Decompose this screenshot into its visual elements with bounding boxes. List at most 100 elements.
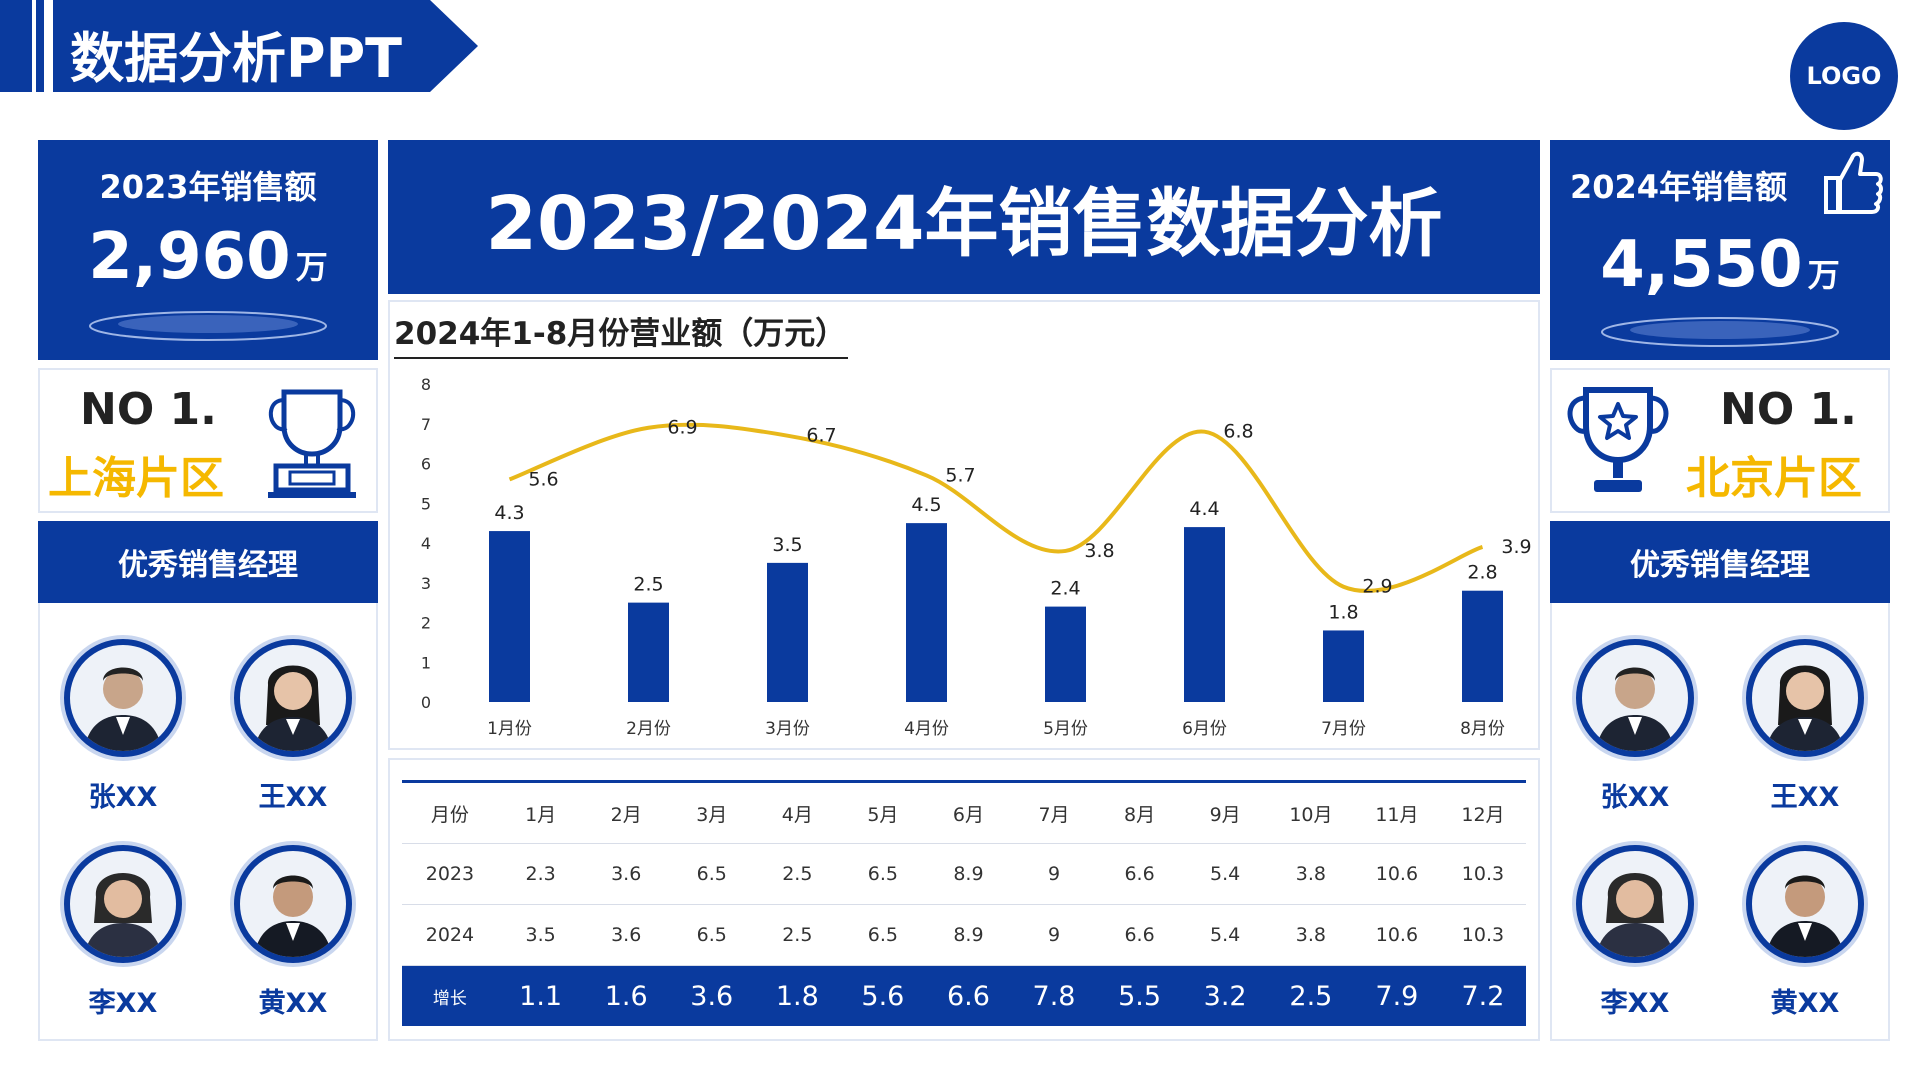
x-tick-label: 1月份 <box>487 719 532 739</box>
left-sales-unit: 万 <box>295 248 328 286</box>
main-title: 2023/2024年销售数据分析 <box>485 180 1443 267</box>
person-icon <box>1766 875 1844 957</box>
bar <box>489 531 530 702</box>
right-managers-card: 张XX 王XX 李XX 黄XX <box>1550 603 1890 1041</box>
table-cell: 2024 <box>402 904 498 966</box>
line-data-label: 3.9 <box>1501 536 1531 558</box>
logo-text: LOGO <box>1806 62 1882 90</box>
right-podium-icon <box>1601 317 1839 347</box>
header-banner-shape <box>0 0 478 92</box>
avatar[interactable] <box>1576 845 1694 963</box>
avatar[interactable] <box>234 845 352 963</box>
table-cell: 12月 <box>1439 783 1526 844</box>
manager-name: 黄XX <box>1770 988 1840 1019</box>
avatar[interactable] <box>64 639 182 757</box>
right-sales-card: 2024年销售额 4,550 万 <box>1550 140 1890 360</box>
right-rank-card: NO 1. 北京片区 <box>1550 368 1890 513</box>
table-cell: 1.8 <box>754 965 841 1026</box>
bar-data-label: 4.4 <box>1189 498 1219 520</box>
series-line <box>508 422 1484 593</box>
table-cell: 6.5 <box>840 904 926 966</box>
table-cell: 1.1 <box>497 965 584 1026</box>
left-rank: NO 1. <box>80 384 217 435</box>
right-region: 北京片区 <box>1686 453 1862 504</box>
table-cell: 3.5 <box>497 904 584 966</box>
table-cell: 8.9 <box>925 904 1012 966</box>
right-sales-value-wrap: 4,550 万 <box>1550 228 1890 302</box>
left-managers-title: 优秀销售经理 <box>118 548 298 583</box>
table-cell: 10.3 <box>1439 843 1526 905</box>
avatar[interactable] <box>1576 639 1694 757</box>
avatar[interactable] <box>1746 845 1864 963</box>
left-podium-icon <box>89 311 327 341</box>
header-title: 数据分析PPT <box>70 27 402 90</box>
table-cell: 3.8 <box>1267 904 1354 966</box>
table-row: 2023 2.3 3.6 6.5 2.5 6.5 8.9 9 6.6 5.4 3.8 10.6 10.3 <box>402 843 1526 905</box>
trophy-icon <box>268 389 356 498</box>
data-table-card: 月份 1月 2月 3月 4月 5月 6月 7月 8月 9月 10月 11月 12月 2023 2.3 3.6 6… <box>388 758 1540 1041</box>
bar <box>906 523 947 702</box>
y-tick-label: 3 <box>421 574 431 593</box>
left-sales-value-wrap: 2,960 万 <box>38 220 378 294</box>
person-icon <box>1596 873 1674 957</box>
right-sales-unit: 万 <box>1807 256 1840 294</box>
table-cell: 11月 <box>1353 783 1440 844</box>
bar-data-label: 2.8 <box>1467 562 1497 584</box>
bar <box>1462 590 1503 702</box>
table-cell: 3月 <box>668 783 755 844</box>
right-managers-title: 优秀销售经理 <box>1630 548 1810 583</box>
right-sales-label: 2024年销售额 <box>1570 168 1788 206</box>
table-cell: 8月 <box>1096 783 1183 844</box>
y-tick-label: 4 <box>421 534 431 553</box>
person-icon <box>254 665 332 751</box>
table-cell: 3.2 <box>1182 965 1268 1026</box>
x-tick-label: 8月份 <box>1460 719 1505 739</box>
table-cell: 9 <box>1011 904 1097 966</box>
star-trophy-icon <box>1567 387 1669 492</box>
table-top-rule <box>402 780 1526 783</box>
manager-name: 张XX <box>1600 782 1670 813</box>
x-tick-label: 4月份 <box>904 719 949 739</box>
table-cell: 6月 <box>925 783 1012 844</box>
line-data-label: 3.8 <box>1084 540 1114 562</box>
x-tick-label: 5月份 <box>1043 719 1088 739</box>
chart-card: 2024年1-8月份营业额（万元） 0 1 2 3 4 5 6 7 8 4.3 2.5 3.5 4.5… <box>388 300 1540 750</box>
manager-name: 李XX <box>88 988 158 1019</box>
table-cell: 6.5 <box>668 904 755 966</box>
table-cell: 3.6 <box>583 843 669 905</box>
person-icon <box>1596 667 1674 751</box>
table-cell: 月份 <box>402 783 498 844</box>
logo-badge[interactable]: LOGO <box>1790 22 1898 130</box>
table-cell: 3.8 <box>1267 843 1354 905</box>
bar-data-label: 3.5 <box>772 534 802 556</box>
table-cell: 7.9 <box>1353 965 1440 1026</box>
table-cell: 6.5 <box>840 843 926 905</box>
table-cell: 10.3 <box>1439 904 1526 966</box>
avatar[interactable] <box>64 845 182 963</box>
table-cell: 1.6 <box>583 965 669 1026</box>
right-rank: NO 1. <box>1720 384 1857 435</box>
line-data-label: 6.7 <box>806 425 836 447</box>
table-cell: 2.5 <box>1267 965 1354 1026</box>
bar <box>1323 630 1364 702</box>
table-cell: 6.6 <box>1096 843 1183 905</box>
y-tick-label: 7 <box>421 415 431 434</box>
table-cell: 3.6 <box>668 965 755 1026</box>
thumbs-up-icon <box>1824 151 1883 214</box>
table-cell: 2023 <box>402 843 498 905</box>
y-tick-label: 2 <box>421 614 431 633</box>
table-cell: 3.6 <box>583 904 669 966</box>
table-cell: 6.6 <box>925 965 1012 1026</box>
bar <box>1184 527 1225 702</box>
bar <box>767 562 808 702</box>
left-sales-label: 2023年销售额 <box>99 168 317 206</box>
avatar[interactable] <box>1746 639 1864 757</box>
left-rank-card: NO 1. 上海片区 <box>38 368 378 513</box>
table-cell: 10.6 <box>1353 904 1440 966</box>
table-row: 2024 3.5 3.6 6.5 2.5 6.5 8.9 9 6.6 5.4 3.8 10.6 10.3 <box>402 904 1526 966</box>
table-cell: 7.8 <box>1011 965 1097 1026</box>
table-cell: 6.6 <box>1096 904 1183 966</box>
left-sales-value: 2,960 <box>88 220 291 294</box>
manager-name: 王XX <box>258 782 328 813</box>
avatar[interactable] <box>234 639 352 757</box>
